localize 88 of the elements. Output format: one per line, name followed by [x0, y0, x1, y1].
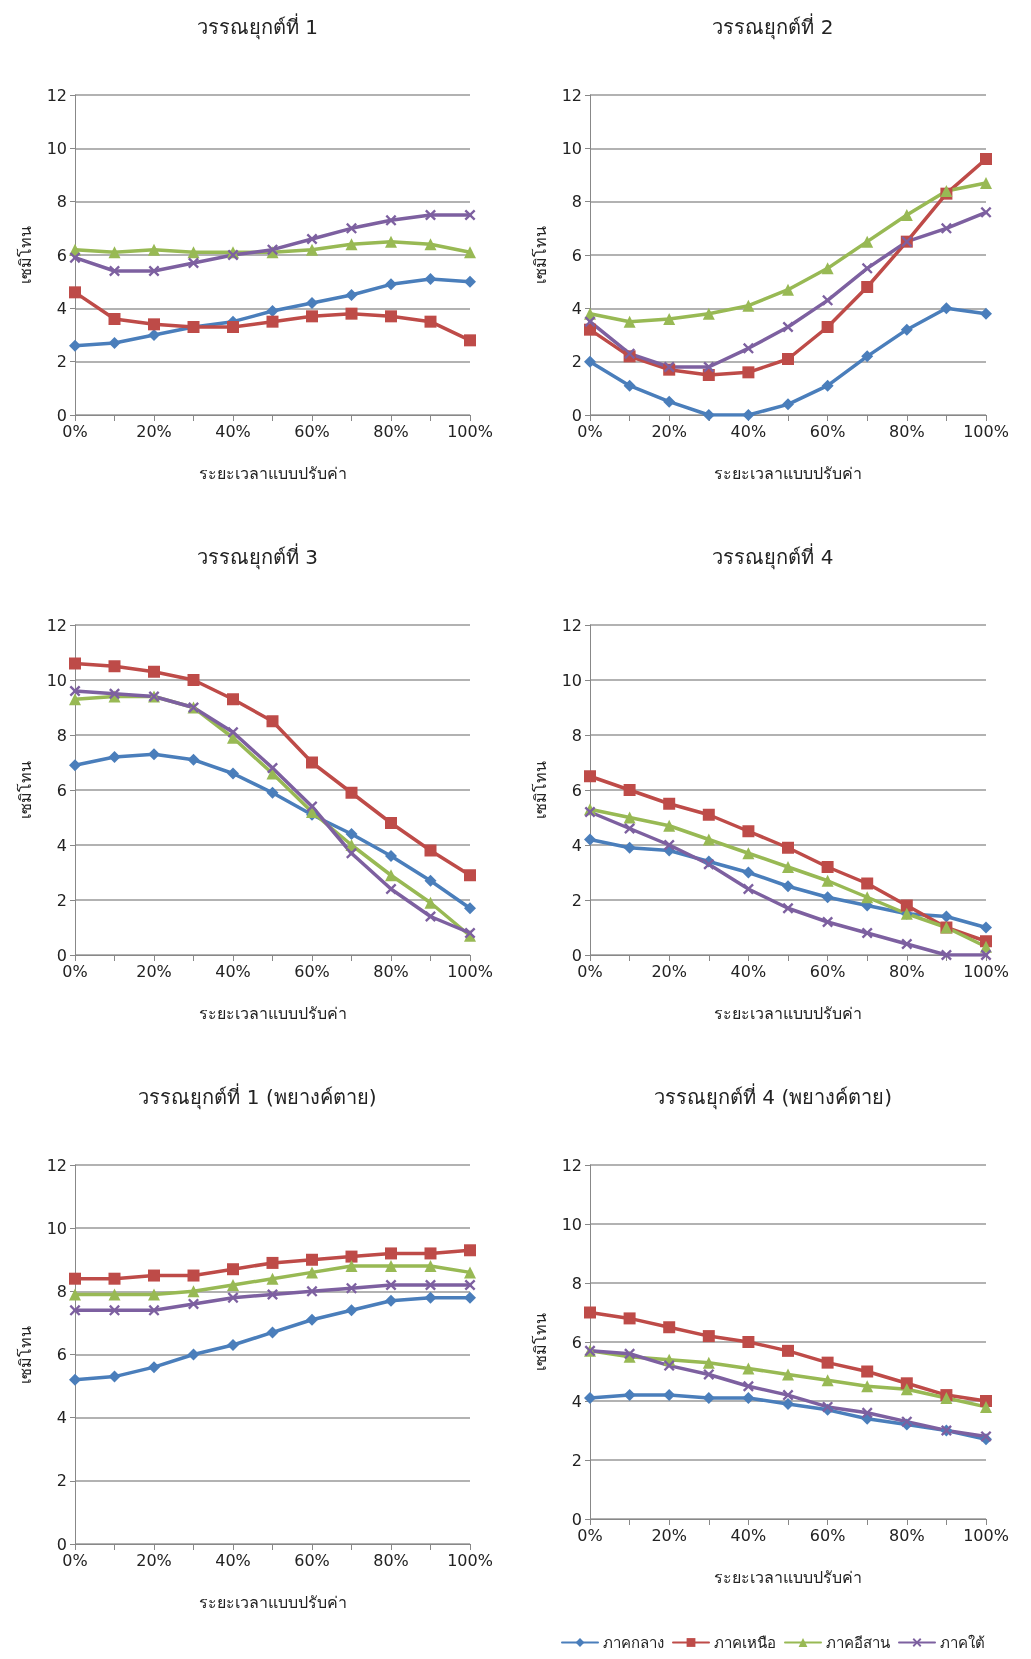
x-tick-label: 20% [651, 961, 687, 981]
chart-title: วรรณยุกต์ที่ 1 [196, 13, 319, 40]
y-tick-label: 4 [571, 835, 582, 855]
x-tick-label: 40% [215, 961, 251, 981]
x-tick-label: 60% [809, 1525, 846, 1545]
y-tick-label: 12 [46, 1155, 67, 1175]
y-axis-title: เซมิโทน [530, 226, 550, 284]
y-tick-label: 12 [46, 85, 67, 105]
x-tick-label: 40% [730, 1525, 767, 1545]
y-tick-label: 4 [571, 1391, 582, 1411]
y-axis-title: เซมิโทน [15, 1325, 35, 1384]
x-tick-label: 60% [294, 1550, 330, 1570]
y-tick-label: 10 [561, 670, 582, 690]
y-tick-label: 6 [56, 245, 67, 265]
y-tick-label: 12 [561, 85, 582, 105]
x-tick-label: 80% [889, 421, 925, 441]
chart-title: วรรณยุกต์ที่ 3 [196, 543, 319, 570]
y-tick-label: 10 [46, 1218, 67, 1238]
y-tick-label: 10 [46, 138, 67, 158]
x-tick-label: 20% [136, 1550, 172, 1570]
y-tick-label: 4 [571, 298, 582, 318]
x-axis-title: ระยะเวลาแบบปรับค่า [714, 1567, 862, 1587]
y-tick-label: 10 [46, 670, 67, 690]
y-tick-label: 2 [571, 352, 582, 372]
y-tick-label: 10 [561, 138, 582, 158]
y-axis-title: เซมิโทน [15, 226, 35, 284]
y-tick-label: 2 [56, 352, 67, 372]
x-tick-label: 100% [963, 1525, 1009, 1545]
y-tick-label: 10 [561, 1214, 582, 1234]
legend-label: ภาคอีสาน [826, 1633, 890, 1652]
x-axis-title: ระยะเวลาแบบปรับค่า [714, 1003, 862, 1023]
x-tick-label: 80% [373, 961, 409, 981]
y-axis-title: เซมิโทน [15, 761, 35, 819]
y-tick-label: 6 [56, 1345, 67, 1364]
x-tick-label: 60% [294, 421, 330, 441]
x-tick-label: 40% [730, 961, 767, 981]
x-tick-label: 100% [447, 1550, 493, 1570]
y-tick-label: 12 [561, 615, 582, 635]
y-tick-label: 8 [571, 192, 582, 212]
x-tick-label: 60% [809, 961, 846, 981]
y-tick-label: 6 [571, 1332, 582, 1352]
x-tick-label: 80% [889, 961, 925, 981]
y-tick-label: 4 [56, 1408, 67, 1428]
y-tick-label: 8 [56, 725, 67, 745]
x-tick-label: 80% [373, 421, 409, 441]
chart-title: วรรณยุกต์ที่ 4 [712, 543, 834, 570]
x-axis-title: ระยะเวลาแบบปรับค่า [198, 1592, 347, 1612]
y-tick-label: 4 [56, 835, 67, 855]
y-tick-label: 2 [56, 1471, 67, 1491]
x-tick-label: 20% [651, 421, 687, 441]
y-tick-label: 6 [56, 780, 67, 800]
y-tick-label: 12 [46, 615, 67, 635]
chart-title: วรรณยุกต์ที่ 2 [712, 13, 834, 40]
y-tick-label: 12 [561, 1155, 582, 1175]
x-tick-label: 20% [136, 421, 172, 441]
chart-title: วรรณยุกต์ที่ 1 (พยางค์ตาย) [138, 1083, 377, 1110]
x-tick-label: 100% [963, 961, 1009, 981]
y-tick-label: 8 [571, 725, 582, 745]
x-tick-label: 20% [136, 961, 172, 981]
x-axis-title: ระยะเวลาแบบปรับค่า [714, 463, 862, 483]
x-axis-title: ระยะเวลาแบบปรับค่า [198, 463, 347, 483]
x-tick-label: 100% [963, 421, 1009, 441]
legend-label: ภาคเหนือ [714, 1633, 776, 1652]
x-tick-label: 100% [447, 421, 493, 441]
y-tick-label: 6 [571, 245, 582, 265]
y-tick-label: 2 [56, 890, 67, 910]
y-tick-label: 4 [56, 298, 67, 318]
legend-label: ภาคใต้ [940, 1633, 985, 1652]
x-tick-label: 20% [651, 1525, 687, 1545]
y-tick-label: 6 [571, 780, 582, 800]
x-tick-label: 100% [447, 961, 493, 981]
x-tick-label: 40% [215, 1550, 251, 1570]
y-tick-label: 2 [571, 890, 582, 910]
x-tick-label: 60% [294, 961, 330, 981]
y-tick-label: 8 [56, 192, 67, 212]
x-axis-title: ระยะเวลาแบบปรับค่า [198, 1003, 347, 1023]
y-axis-title: เซมิโทน [530, 1313, 550, 1371]
y-tick-label: 8 [56, 1281, 67, 1301]
x-tick-label: 80% [889, 1525, 925, 1545]
y-tick-label: 2 [571, 1450, 582, 1470]
x-tick-label: 80% [373, 1550, 409, 1570]
y-axis-title: เซมิโทน [530, 761, 550, 819]
x-tick-label: 40% [215, 421, 251, 441]
x-tick-label: 40% [730, 421, 767, 441]
chart-title: วรรณยุกต์ที่ 4 (พยางค์ตาย) [653, 1083, 893, 1110]
legend-label: ภาคกลาง [603, 1633, 664, 1652]
x-tick-label: 60% [809, 421, 846, 441]
y-tick-label: 8 [571, 1273, 582, 1293]
